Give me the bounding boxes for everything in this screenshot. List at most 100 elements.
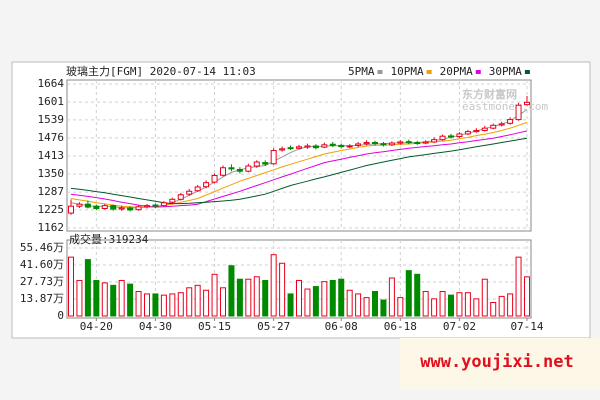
volume-bar xyxy=(414,273,421,317)
volume-bar xyxy=(194,284,201,317)
y-tick-label: 1350 xyxy=(38,167,65,180)
volume-bar xyxy=(490,302,497,317)
candle-body xyxy=(355,143,362,146)
x-tick-label: 04-30 xyxy=(139,320,172,333)
candle-body xyxy=(456,133,463,137)
candle-body xyxy=(279,148,286,151)
volume-bar xyxy=(355,293,362,317)
volume-bar xyxy=(228,265,235,317)
candle-body xyxy=(211,175,218,183)
volume-bar xyxy=(110,284,117,317)
site-watermark-bg xyxy=(400,338,600,390)
legend-label: 20PMA xyxy=(440,65,473,78)
candle-body xyxy=(236,168,243,172)
candle-body xyxy=(287,147,294,150)
candle-body xyxy=(422,141,429,144)
candle-body xyxy=(169,198,176,203)
candle-body xyxy=(152,204,159,207)
volume-tick-label: 0 xyxy=(57,309,64,322)
volume-bar xyxy=(152,293,159,317)
volume-bar xyxy=(515,256,522,317)
volume-title: 成交量:319234 xyxy=(69,232,149,246)
candle-body xyxy=(380,143,387,146)
candle-body xyxy=(194,186,201,192)
candle-body xyxy=(507,119,514,124)
volume-bar xyxy=(186,287,193,317)
candle-body xyxy=(220,167,226,176)
candle-body xyxy=(439,135,446,141)
volume-bar xyxy=(144,293,150,317)
candle-body xyxy=(448,135,454,138)
candle-body xyxy=(135,206,142,211)
volume-bar xyxy=(422,290,429,317)
volume-bar xyxy=(118,279,125,317)
volume-bar xyxy=(372,290,378,317)
candle-body xyxy=(481,127,488,131)
candle-body xyxy=(127,207,134,211)
volume-bar xyxy=(270,254,277,317)
y-tick-label: 1476 xyxy=(38,131,65,144)
legend-label: 5PMA xyxy=(348,65,375,78)
volume-bar xyxy=(405,270,412,317)
candle-body xyxy=(144,205,150,208)
y-tick-label: 1413 xyxy=(38,149,65,162)
volume-bar xyxy=(76,279,83,317)
volume-frame xyxy=(66,239,532,319)
volume-bar xyxy=(93,279,100,317)
volume-bar xyxy=(169,293,176,317)
candle-body xyxy=(498,123,505,126)
volume-bar xyxy=(498,295,505,317)
y-tick-label: 1601 xyxy=(38,95,65,108)
candle-body xyxy=(160,202,167,207)
y-tick-label: 1162 xyxy=(38,221,65,234)
candle-body xyxy=(68,205,74,214)
candle-body xyxy=(228,167,235,170)
candle-body xyxy=(473,129,480,133)
ma-line xyxy=(70,137,528,205)
volume-bar xyxy=(321,281,328,317)
candle-body xyxy=(76,203,83,207)
candle-body xyxy=(177,194,184,200)
volume-bar xyxy=(431,298,438,317)
candle-body xyxy=(203,182,210,188)
candle-body xyxy=(312,145,319,149)
volume-bar xyxy=(296,279,302,317)
volume-bar xyxy=(211,273,218,317)
legend-swatch xyxy=(377,70,383,74)
candle-body xyxy=(296,146,302,149)
candle-body xyxy=(253,161,260,167)
site-watermark: www.youjixi.net xyxy=(420,352,574,372)
volume-bar xyxy=(84,259,91,317)
volume-bar xyxy=(135,290,142,317)
volume-bar xyxy=(101,282,108,317)
volume-bar xyxy=(524,276,530,317)
volume-tick-label: 55.46万 xyxy=(20,241,64,254)
volume-bar xyxy=(220,287,226,317)
volume-bar xyxy=(448,294,454,317)
volume-bar xyxy=(177,292,184,317)
candle-body xyxy=(431,139,438,143)
volume-bar xyxy=(304,288,311,317)
x-tick-label: 06-18 xyxy=(384,320,417,333)
volume-bar xyxy=(481,278,488,317)
candle-body xyxy=(524,101,530,106)
candle-body xyxy=(110,205,117,210)
logo-watermark: 东方财富网 xyxy=(462,87,517,101)
candle-body xyxy=(414,142,421,145)
volume-bar xyxy=(507,293,514,317)
volume-bar xyxy=(329,279,336,317)
x-tick-label: 05-15 xyxy=(198,320,231,333)
chart-title: 玻璃主力[FGM] 2020-07-14 11:03 xyxy=(66,64,256,78)
candle-body xyxy=(321,144,328,148)
candle-body xyxy=(84,203,91,208)
volume-bar xyxy=(236,278,243,317)
x-tick-label: 07-02 xyxy=(443,320,476,333)
candle-body xyxy=(397,141,404,144)
candle-body xyxy=(93,205,100,209)
x-tick-label: 06-08 xyxy=(325,320,358,333)
volume-bar xyxy=(279,262,286,317)
candle-body xyxy=(464,131,471,135)
legend-label: 10PMA xyxy=(391,65,424,78)
candle-body xyxy=(515,104,522,121)
